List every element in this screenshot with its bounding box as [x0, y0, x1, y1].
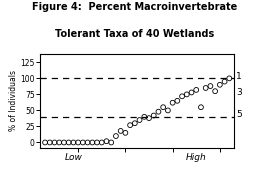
Point	[194, 88, 199, 91]
Point	[137, 119, 142, 122]
Text: Low: Low	[65, 153, 82, 162]
Point	[109, 141, 113, 144]
Point	[222, 80, 227, 83]
Point	[161, 106, 165, 109]
Point	[175, 99, 179, 102]
Text: 3: 3	[236, 88, 242, 97]
Point	[71, 141, 76, 144]
Point	[95, 141, 99, 144]
Point	[213, 90, 217, 93]
Point	[180, 95, 184, 98]
Text: Figure 4:  Percent Macroinvertebrate: Figure 4: Percent Macroinvertebrate	[32, 2, 237, 12]
Point	[104, 140, 109, 143]
Point	[43, 141, 47, 144]
Point	[151, 114, 156, 117]
Point	[128, 124, 132, 127]
Text: Tolerant Taxa of 40 Wetlands: Tolerant Taxa of 40 Wetlands	[55, 29, 214, 39]
Point	[199, 106, 203, 109]
Y-axis label: % of Individuals: % of Individuals	[9, 70, 17, 131]
Point	[142, 115, 146, 118]
Point	[147, 117, 151, 120]
Point	[189, 91, 194, 94]
Text: 5: 5	[236, 110, 242, 119]
Point	[133, 122, 137, 125]
Point	[156, 110, 161, 113]
Point	[166, 109, 170, 112]
Point	[185, 93, 189, 96]
Point	[66, 141, 71, 144]
Point	[90, 141, 94, 144]
Point	[100, 141, 104, 144]
Point	[204, 87, 208, 89]
Point	[62, 141, 66, 144]
Point	[227, 77, 231, 80]
Point	[123, 131, 128, 134]
Point	[48, 141, 52, 144]
Point	[81, 141, 85, 144]
Point	[86, 141, 90, 144]
Point	[171, 101, 175, 104]
Text: High: High	[186, 153, 207, 162]
Point	[76, 141, 80, 144]
Point	[52, 141, 57, 144]
Point	[114, 135, 118, 138]
Point	[208, 85, 213, 87]
Point	[57, 141, 61, 144]
Point	[119, 129, 123, 132]
Text: 1: 1	[236, 72, 242, 81]
Point	[218, 83, 222, 86]
